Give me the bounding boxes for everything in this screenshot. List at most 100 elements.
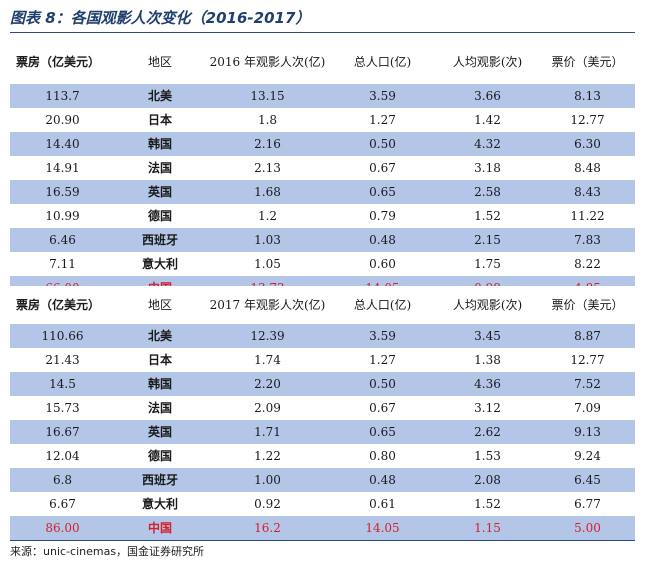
column-header: 票房（亿美元） [16, 55, 101, 69]
table-cell: 1.75 [474, 257, 501, 271]
table-cell: 英国 [147, 185, 172, 199]
table-cell: 法国 [147, 401, 172, 415]
footer-divider [10, 540, 635, 541]
table-row: 14.5 韩国 2.20 0.50 4.36 7.52 [10, 372, 635, 396]
table-cell: 9.13 [574, 425, 601, 439]
table-2017: 票房（亿美元） 地区 2017 年观影人次(亿) 总人口(亿) 人均观影(次) 票价（美元… [10, 286, 635, 540]
column-header: 票价（美元） [551, 298, 624, 312]
table-cell: 7.11 [49, 257, 76, 271]
table-cell: 0.65 [369, 185, 396, 199]
table-row: 14.91 法国 2.13 0.67 3.18 8.48 [10, 156, 635, 180]
table-cell: 7.09 [574, 401, 601, 415]
table-cell: 110.66 [41, 329, 84, 343]
table-cell: 16.67 [45, 425, 80, 439]
figure-title: 图表 8：各国观影人次变化（2016-2017） [10, 9, 311, 27]
table-cell: 2.20 [254, 377, 281, 391]
table-row: 7.11 意大利 1.05 0.60 1.75 8.22 [10, 252, 635, 276]
table-cell: 8.87 [574, 329, 601, 343]
title-divider [10, 32, 635, 33]
table-row: 86.00 中国 16.2 14.05 1.15 5.00 [10, 516, 635, 540]
table-cell: 12.77 [570, 113, 605, 127]
table-cell: 2.08 [474, 473, 501, 487]
table-cell: 6.30 [574, 137, 601, 151]
table-cell: 0.67 [369, 401, 396, 415]
table-cell: 3.45 [474, 329, 501, 343]
table-cell: 英国 [147, 425, 172, 439]
table-cell: 0.61 [369, 497, 396, 511]
column-header: 总人口(亿) [353, 298, 412, 312]
table-cell: 德国 [147, 209, 172, 223]
table-cell: 12.39 [250, 329, 285, 343]
table-cell: 西班牙 [141, 473, 178, 487]
table-cell: 9.24 [574, 449, 601, 463]
table-cell: 12.04 [45, 449, 80, 463]
table-cell: 1.03 [254, 233, 281, 247]
table-cell: 3.18 [474, 161, 501, 175]
table-cell: 德国 [147, 449, 172, 463]
column-header: 总人口(亿) [353, 55, 412, 69]
table-cell: 1.27 [369, 113, 396, 127]
column-header: 2017 年观影人次(亿) [209, 298, 326, 312]
table-cell: 0.48 [369, 473, 396, 487]
table-cell: 0.80 [369, 449, 396, 463]
table-cell: 1.2 [257, 209, 278, 223]
column-header: 票房（亿美元） [16, 298, 101, 312]
table-cell: 3.59 [369, 329, 396, 343]
table-header-row: 票房（亿美元） 地区 2017 年观影人次(亿) 总人口(亿) 人均观影(次) 票价（美元… [10, 286, 635, 324]
table-cell: 西班牙 [141, 233, 178, 247]
table-row: 113.7 北美 13.15 3.59 3.66 8.13 [10, 84, 635, 108]
source-note: 来源：unic-cinemas，国金证券研究所 [10, 545, 205, 558]
table-row: 21.43 日本 1.74 1.27 1.38 12.77 [10, 348, 635, 372]
table-cell: 韩国 [147, 377, 172, 391]
table-row: 14.40 韩国 2.16 0.50 4.32 6.30 [10, 132, 635, 156]
column-header: 人均观影(次) [452, 55, 523, 69]
table-cell: 0.65 [369, 425, 396, 439]
table-cell: 8.43 [574, 185, 601, 199]
table-cell: 法国 [147, 161, 172, 175]
table-cell: 1.71 [254, 425, 281, 439]
table-row: 6.67 意大利 0.92 0.61 1.52 6.77 [10, 492, 635, 516]
table-cell: 86.00 [45, 521, 80, 535]
table-cell: 16.2 [254, 521, 281, 535]
table-cell: 1.8 [257, 113, 278, 127]
table-cell: 韩国 [147, 137, 172, 151]
table-cell: 113.7 [45, 89, 80, 103]
table-cell: 1.52 [474, 497, 501, 511]
table-row: 15.73 法国 2.09 0.67 3.12 7.09 [10, 396, 635, 420]
table-row: 10.99 德国 1.2 0.79 1.52 11.22 [10, 204, 635, 228]
table-cell: 北美 [147, 89, 172, 103]
table-cell: 1.00 [254, 473, 281, 487]
table-cell: 1.53 [474, 449, 501, 463]
table-cell: 4.36 [474, 377, 501, 391]
column-header: 地区 [147, 55, 172, 69]
table-cell: 3.12 [474, 401, 501, 415]
table-cell: 中国 [147, 521, 172, 535]
table-cell: 1.74 [254, 353, 281, 367]
table-cell: 1.68 [254, 185, 281, 199]
table-cell: 12.77 [570, 353, 605, 367]
table-cell: 2.13 [254, 161, 281, 175]
table-cell: 10.99 [45, 209, 80, 223]
table-cell: 8.13 [574, 89, 601, 103]
table-row: 20.90 日本 1.8 1.27 1.42 12.77 [10, 108, 635, 132]
table-cell: 6.67 [49, 497, 76, 511]
table-cell: 7.83 [574, 233, 601, 247]
table-cell: 6.77 [574, 497, 601, 511]
table-cell: 14.5 [49, 377, 76, 391]
table-cell: 6.8 [52, 473, 73, 487]
table-cell: 15.73 [45, 401, 80, 415]
table-cell: 8.22 [574, 257, 601, 271]
table-cell: 1.52 [474, 209, 501, 223]
table-cell: 0.50 [369, 137, 396, 151]
table-row: 110.66 北美 12.39 3.59 3.45 8.87 [10, 324, 635, 348]
table-cell: 1.38 [474, 353, 501, 367]
table-cell: 16.59 [45, 185, 80, 199]
column-header: 票价（美元） [551, 55, 624, 69]
table-cell: 1.22 [254, 449, 281, 463]
table-cell: 1.42 [474, 113, 501, 127]
table-cell: 2.62 [474, 425, 501, 439]
table-cell: 3.66 [474, 89, 501, 103]
table-row: 6.8 西班牙 1.00 0.48 2.08 6.45 [10, 468, 635, 492]
table-cell: 意大利 [141, 257, 178, 271]
table-row: 16.67 英国 1.71 0.65 2.62 9.13 [10, 420, 635, 444]
